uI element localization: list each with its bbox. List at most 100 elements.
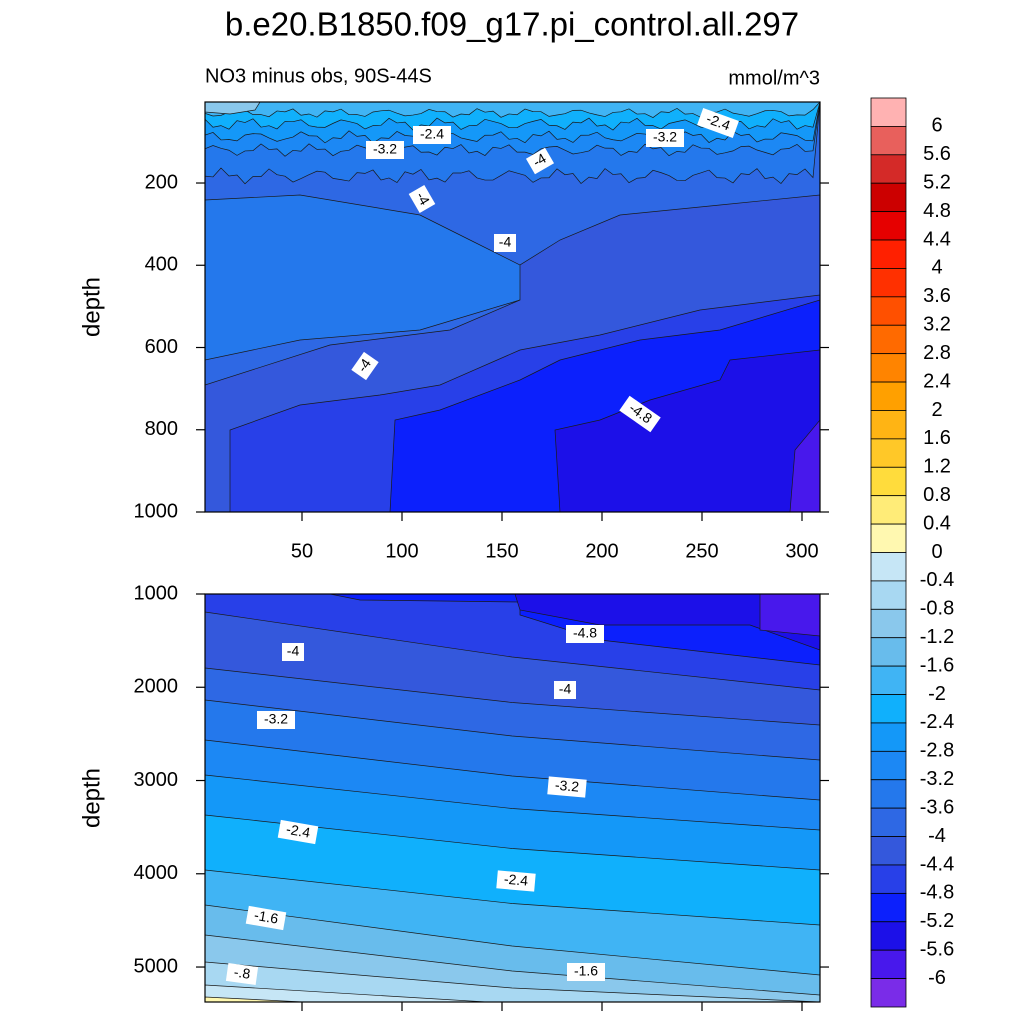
contour-field (205, 594, 820, 1002)
colorbar-label: 5.6 (923, 143, 951, 165)
contour-label-text: -4.8 (573, 625, 597, 641)
contour-label: -4 (554, 681, 576, 699)
x-tick-label: 250 (685, 540, 718, 562)
x-tick-label: 150 (485, 540, 518, 562)
colorbar-label: 2.8 (923, 342, 951, 364)
y-tick-label: 1000 (134, 582, 179, 604)
colorbar-label: 1.2 (923, 456, 951, 478)
colorbar-box (870, 523, 907, 553)
contour-label-box (619, 395, 661, 433)
contour-band (205, 102, 261, 115)
colorbar-box (870, 353, 907, 383)
y-tick-label: 600 (145, 336, 178, 358)
y-tick-label: 5000 (134, 955, 179, 977)
contour-label-text: -2.4 (420, 126, 444, 142)
y-axis-label: depth (78, 768, 105, 828)
colorbar-label: -6 (928, 967, 946, 989)
colorbar-box (870, 807, 907, 837)
contour-label-text: -2.4 (503, 871, 529, 889)
contour-label-text: -4 (499, 234, 512, 250)
colorbar-box (870, 750, 907, 781)
contour-label-box (257, 711, 295, 729)
colorbar-box (870, 410, 907, 440)
subtitle: NO3 minus obs, 90S-44S (205, 65, 432, 87)
colorbar-label: -3.6 (920, 796, 954, 818)
contour-label: -2.4 (496, 870, 536, 892)
contour-label-text: -3.2 (264, 711, 288, 727)
colorbar-box (870, 722, 907, 752)
contour-label: -4 (351, 351, 379, 381)
colorbar-box (870, 239, 907, 269)
contour-label: -1.6 (245, 905, 287, 931)
colorbar-label: -4.4 (920, 853, 954, 875)
contour-label-box (413, 126, 451, 144)
contour-label: -4 (282, 643, 304, 661)
colorbar-box (870, 978, 907, 1008)
contour-band (759, 594, 820, 637)
contour-label-text: -.8 (233, 964, 252, 982)
contour-label: -3.2 (257, 711, 295, 729)
colorbar-label: -1.2 (920, 626, 954, 648)
contour-label-text: -1.6 (574, 963, 598, 979)
contour-label: -2.4 (413, 126, 451, 144)
colorbar-box (870, 921, 907, 951)
colorbar-label: -4.8 (920, 882, 954, 904)
contour-label-text: -3.2 (373, 141, 397, 157)
colorbar-label: 3.6 (923, 285, 951, 307)
colorbar-label: 1.6 (923, 427, 951, 449)
plot-frame (204, 101, 821, 513)
colorbar-box (870, 580, 907, 610)
colorbar-box (870, 268, 907, 298)
colorbar-box (870, 637, 907, 667)
colorbar-label: -2.4 (920, 711, 954, 733)
colorbar-box (870, 552, 907, 582)
colorbar-label: -1.6 (920, 654, 954, 676)
colorbar-label: 2 (931, 399, 942, 421)
contour-label-box (366, 141, 404, 159)
contour-label-box (566, 625, 604, 643)
y-tick-label: 4000 (134, 862, 179, 884)
colorbar-box (870, 154, 907, 184)
contour-label: -2.4 (277, 819, 319, 845)
colorbar-label: 3.2 (923, 314, 951, 336)
contour-band (205, 102, 820, 118)
contour-label-text: -4 (559, 681, 572, 697)
contour-label: -4 (408, 184, 436, 214)
colorbar-box (870, 779, 907, 809)
colorbar-label: -0.8 (920, 598, 954, 620)
contour-label-text: -3.2 (554, 777, 580, 795)
contour-label-box (408, 184, 436, 214)
contour-label: -4.8 (566, 625, 604, 643)
colorbar-box (870, 126, 907, 156)
colorbar-box (870, 608, 907, 639)
y-tick-label: 1000 (134, 500, 179, 522)
contour-label-text: -2.4 (704, 110, 732, 133)
x-tick-label: 300 (785, 540, 818, 562)
colorbar-box (870, 211, 907, 241)
contour-label: -3.2 (547, 776, 587, 798)
colorbar-label: -5.2 (920, 910, 954, 932)
contour-label-box (567, 963, 605, 981)
contour-band (554, 349, 820, 512)
contour-label-text: -1.6 (253, 907, 280, 927)
y-axis-label: depth (78, 277, 105, 337)
contour-label: -3.2 (366, 141, 404, 159)
colorbar-label: -2 (928, 683, 946, 705)
colorbar-label: 5.2 (923, 172, 951, 194)
contour-band (789, 419, 820, 512)
chart-title: b.e20.B1850.f09_g17.pi_control.all.297 (225, 6, 799, 43)
contour-label: -2.4 (697, 108, 739, 138)
colorbar-box (870, 694, 907, 724)
colorbar-label: 4.8 (923, 200, 951, 222)
colorbar-box (870, 892, 907, 923)
contour-band (514, 594, 820, 651)
plot-frame (204, 593, 821, 1003)
colorbar-label: -0.4 (920, 569, 954, 591)
contour-label: -1.6 (567, 963, 605, 981)
colorbar-label: 6 (931, 115, 942, 137)
y-tick-label: 3000 (134, 769, 179, 791)
colorbar-label: -5.6 (920, 938, 954, 960)
colorbar-label: 0 (931, 541, 942, 563)
colorbar-label: 0.4 (923, 512, 951, 534)
